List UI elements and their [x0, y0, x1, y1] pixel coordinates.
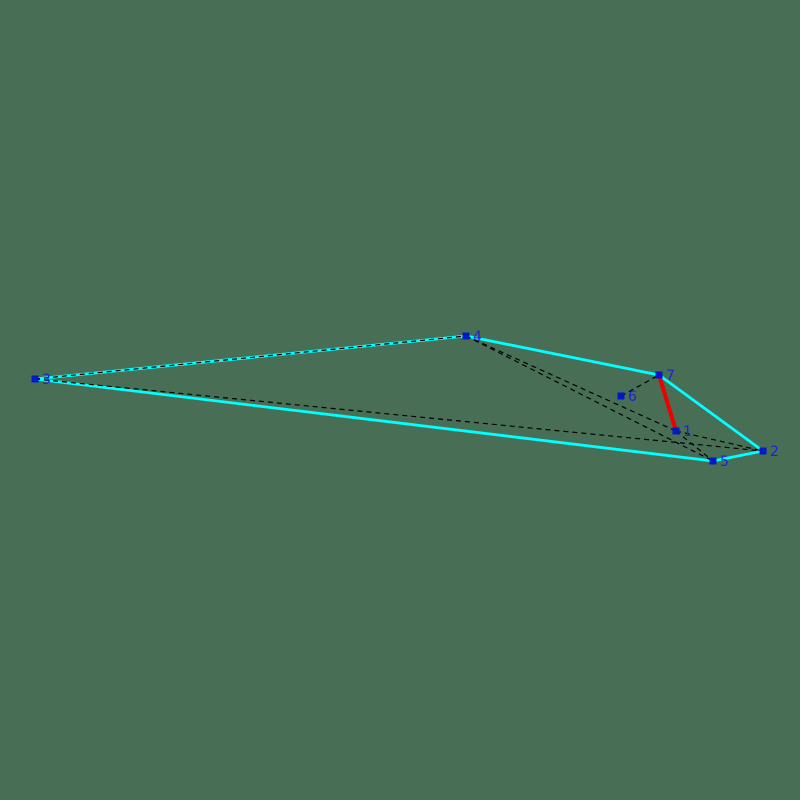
highlight-edge-7-1: [657, 374, 678, 432]
node-4: [462, 332, 470, 340]
node-label-3: 3: [42, 372, 51, 388]
node-label-2: 2: [770, 444, 779, 460]
node-label-4: 4: [473, 329, 482, 345]
edge-3-2: [34, 378, 764, 452]
node-3: [31, 375, 39, 383]
node-1: [672, 427, 680, 435]
node-2: [759, 447, 767, 455]
node-6: [617, 392, 625, 400]
node-7: [655, 371, 663, 379]
edge-1-5: [675, 430, 714, 462]
hull-edge-4-7: [465, 334, 660, 377]
node-label-6: 6: [628, 389, 637, 405]
node-5: [709, 457, 717, 465]
edge-1-2: [675, 430, 764, 452]
node-label-5: 5: [720, 454, 729, 470]
edge-6-7: [620, 374, 660, 397]
edge-4-5: [465, 335, 714, 462]
hull-edge-2-5: [712, 449, 764, 463]
hull-edge-5-3: [34, 377, 714, 463]
edge-4-1: [465, 335, 677, 432]
node-label-7: 7: [666, 368, 675, 384]
node-label-1: 1: [683, 424, 692, 440]
hull-edge-7-2: [658, 373, 764, 453]
edge-3-4: [34, 335, 467, 380]
